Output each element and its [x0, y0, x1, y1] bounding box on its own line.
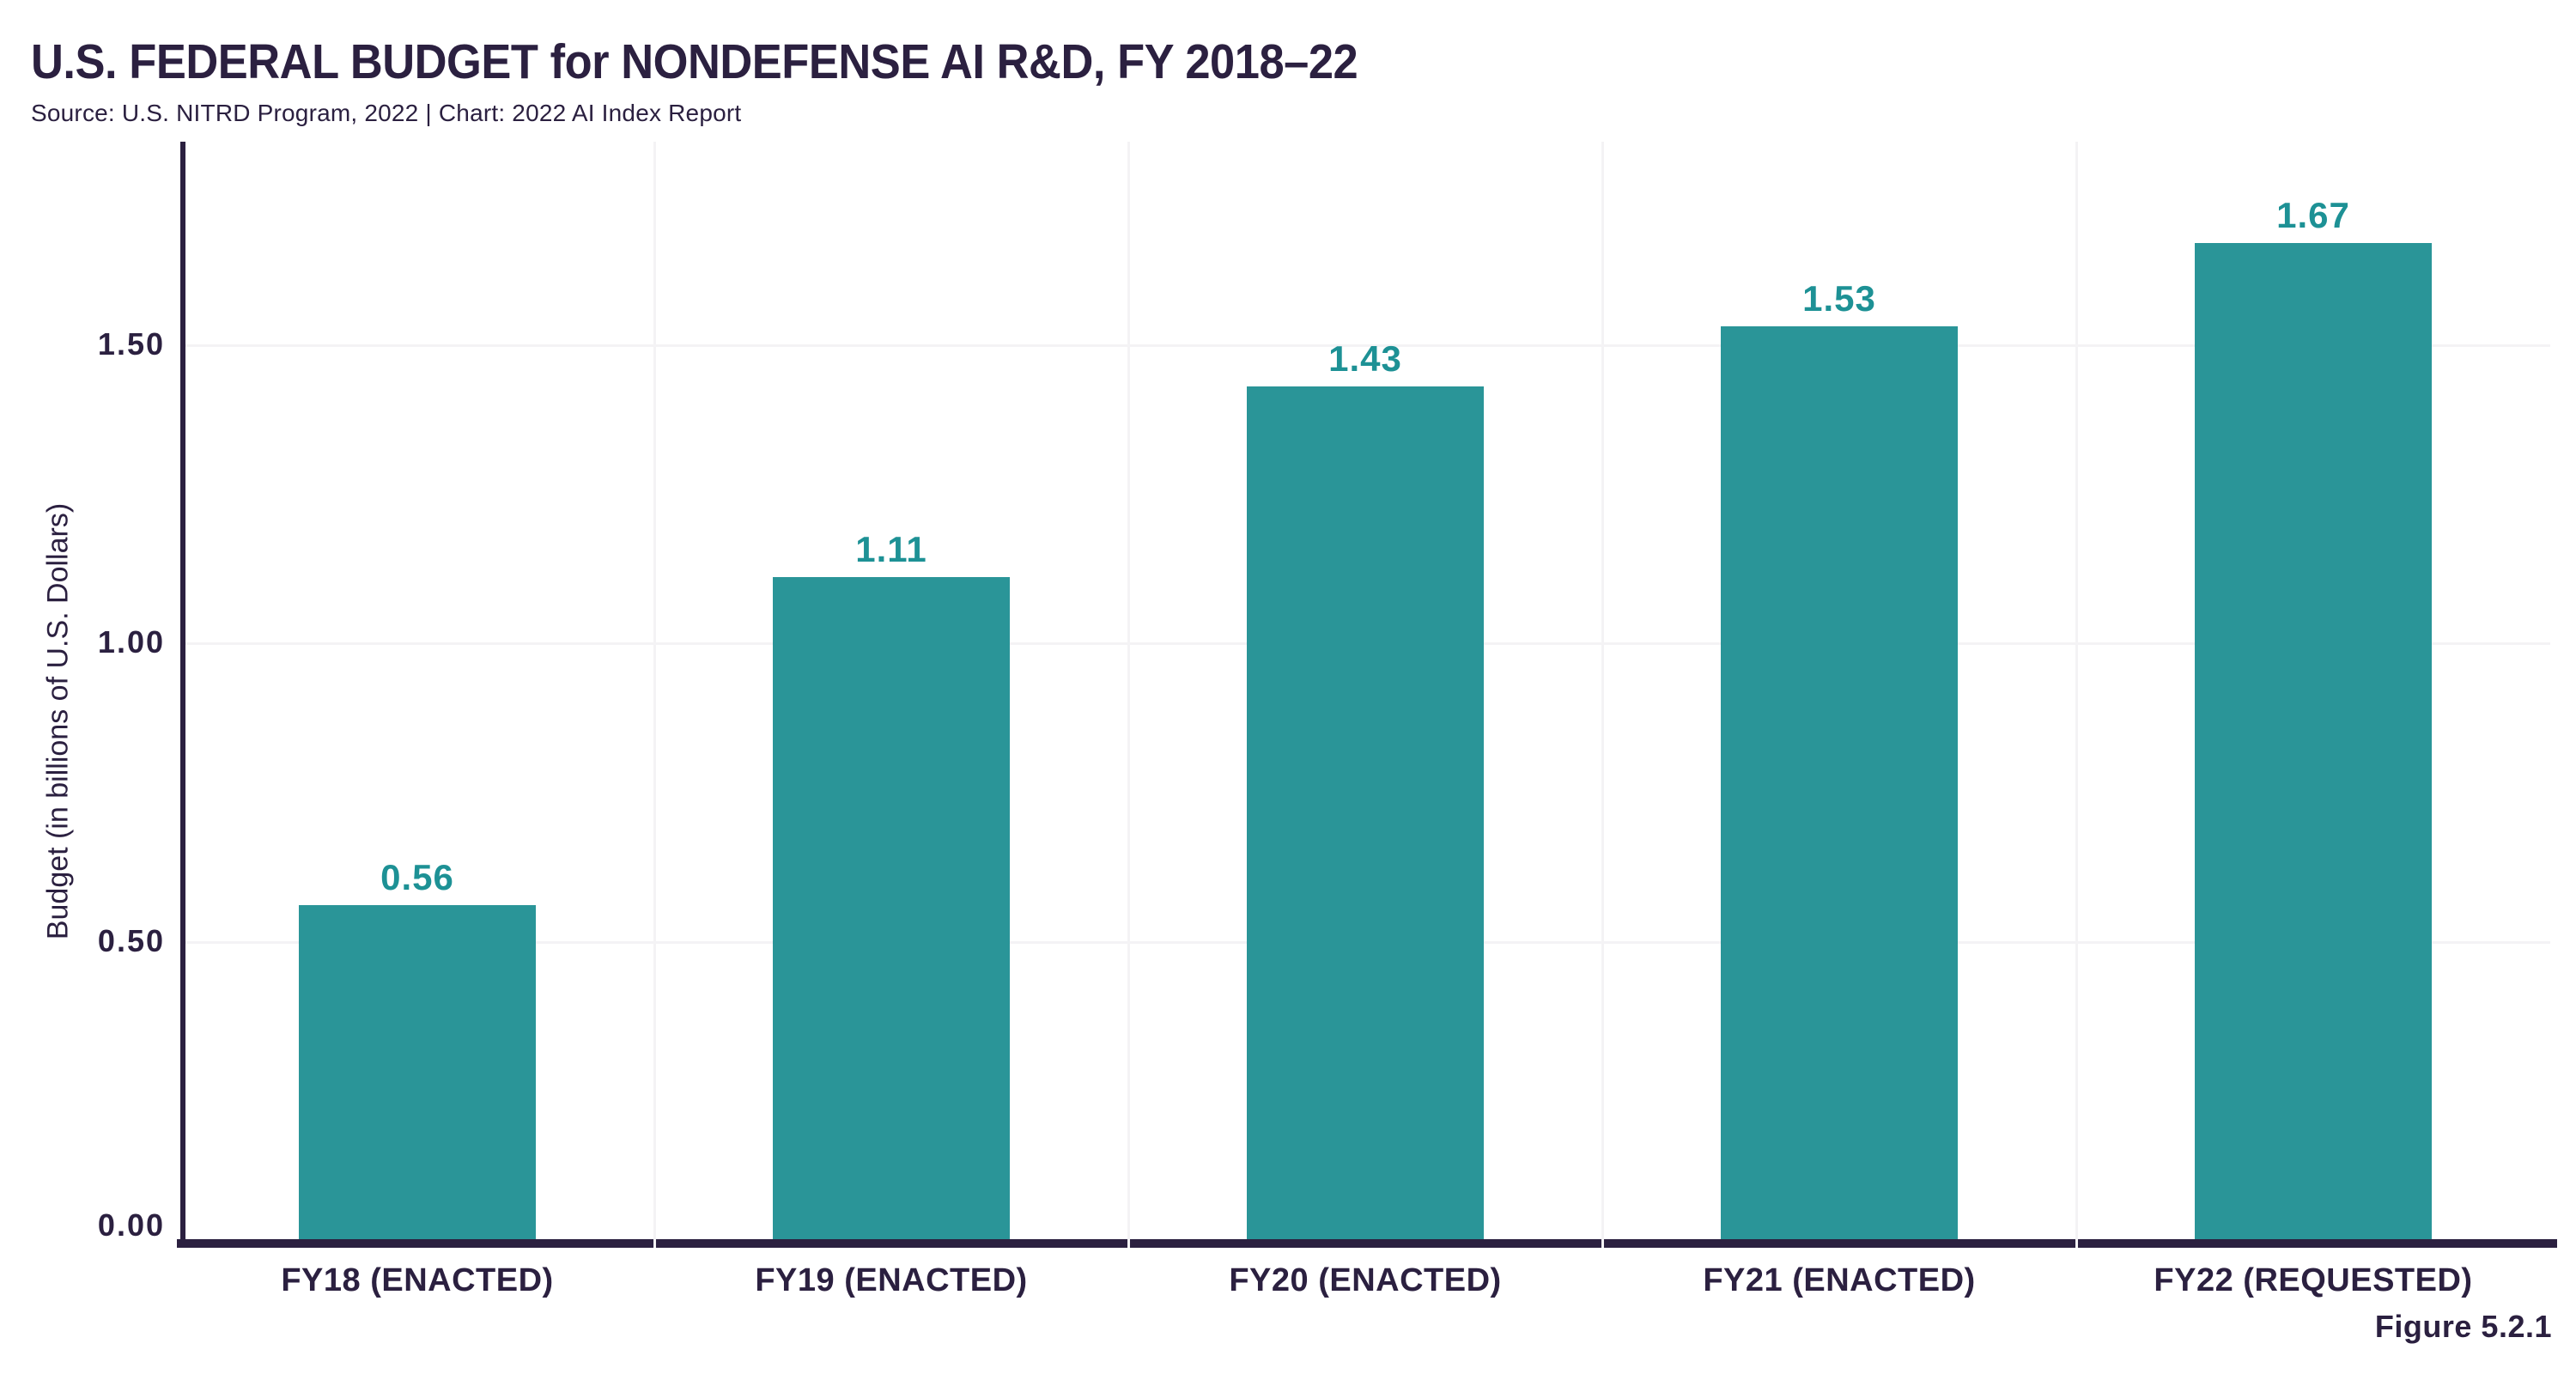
- figure-label: Figure 5.2.1: [2374, 1309, 2552, 1344]
- y-axis-line: [180, 142, 185, 1248]
- vertical-gridline: [653, 142, 656, 1248]
- horizontal-gridline: [180, 344, 2550, 348]
- x-axis-line: [177, 1239, 2557, 1248]
- bar: 0.56: [299, 857, 536, 1239]
- y-tick-label: 0.00: [97, 1207, 165, 1243]
- vertical-gridline: [1127, 142, 1130, 1248]
- bar-value-label: 1.67: [2276, 195, 2350, 236]
- y-tick-label: 0.50: [97, 922, 165, 958]
- bar-value-label: 1.43: [1328, 337, 1402, 379]
- bar: 1.43: [1247, 338, 1484, 1239]
- chart-source-line: Source: U.S. NITRD Program, 2022 | Chart…: [31, 100, 742, 126]
- bar: 1.67: [2195, 195, 2432, 1239]
- bar-value-label: 1.53: [1802, 278, 1876, 319]
- bar-value-label: 1.11: [855, 529, 927, 570]
- x-category-label: FY22 (REQUESTED): [2154, 1262, 2473, 1298]
- plot-area: 0.00 0.50 1.00 1.50 0.56 FY18 (ENACTED) 1.11 FY…: [98, 142, 2550, 1298]
- x-category-label: FY21 (ENACTED): [1703, 1262, 1976, 1298]
- x-category-label: FY19 (ENACTED): [755, 1262, 1028, 1298]
- y-tick-label: 1.50: [97, 326, 165, 362]
- y-axis-title: Budget (in billions of U.S. Dollars): [41, 502, 75, 940]
- bar: 1.53: [1721, 278, 1958, 1239]
- bar: 1.11: [773, 529, 1010, 1239]
- x-category-label: FY18 (ENACTED): [281, 1262, 554, 1298]
- chart-title: U.S. FEDERAL BUDGET for NONDEFENSE AI R&…: [31, 34, 1358, 89]
- vertical-gridline: [2075, 142, 2078, 1248]
- bar-value-label: 0.56: [380, 857, 454, 898]
- vertical-gridline: [1601, 142, 1604, 1248]
- x-category-label: FY20 (ENACTED): [1229, 1262, 1502, 1298]
- y-tick-label: 1.00: [97, 624, 165, 660]
